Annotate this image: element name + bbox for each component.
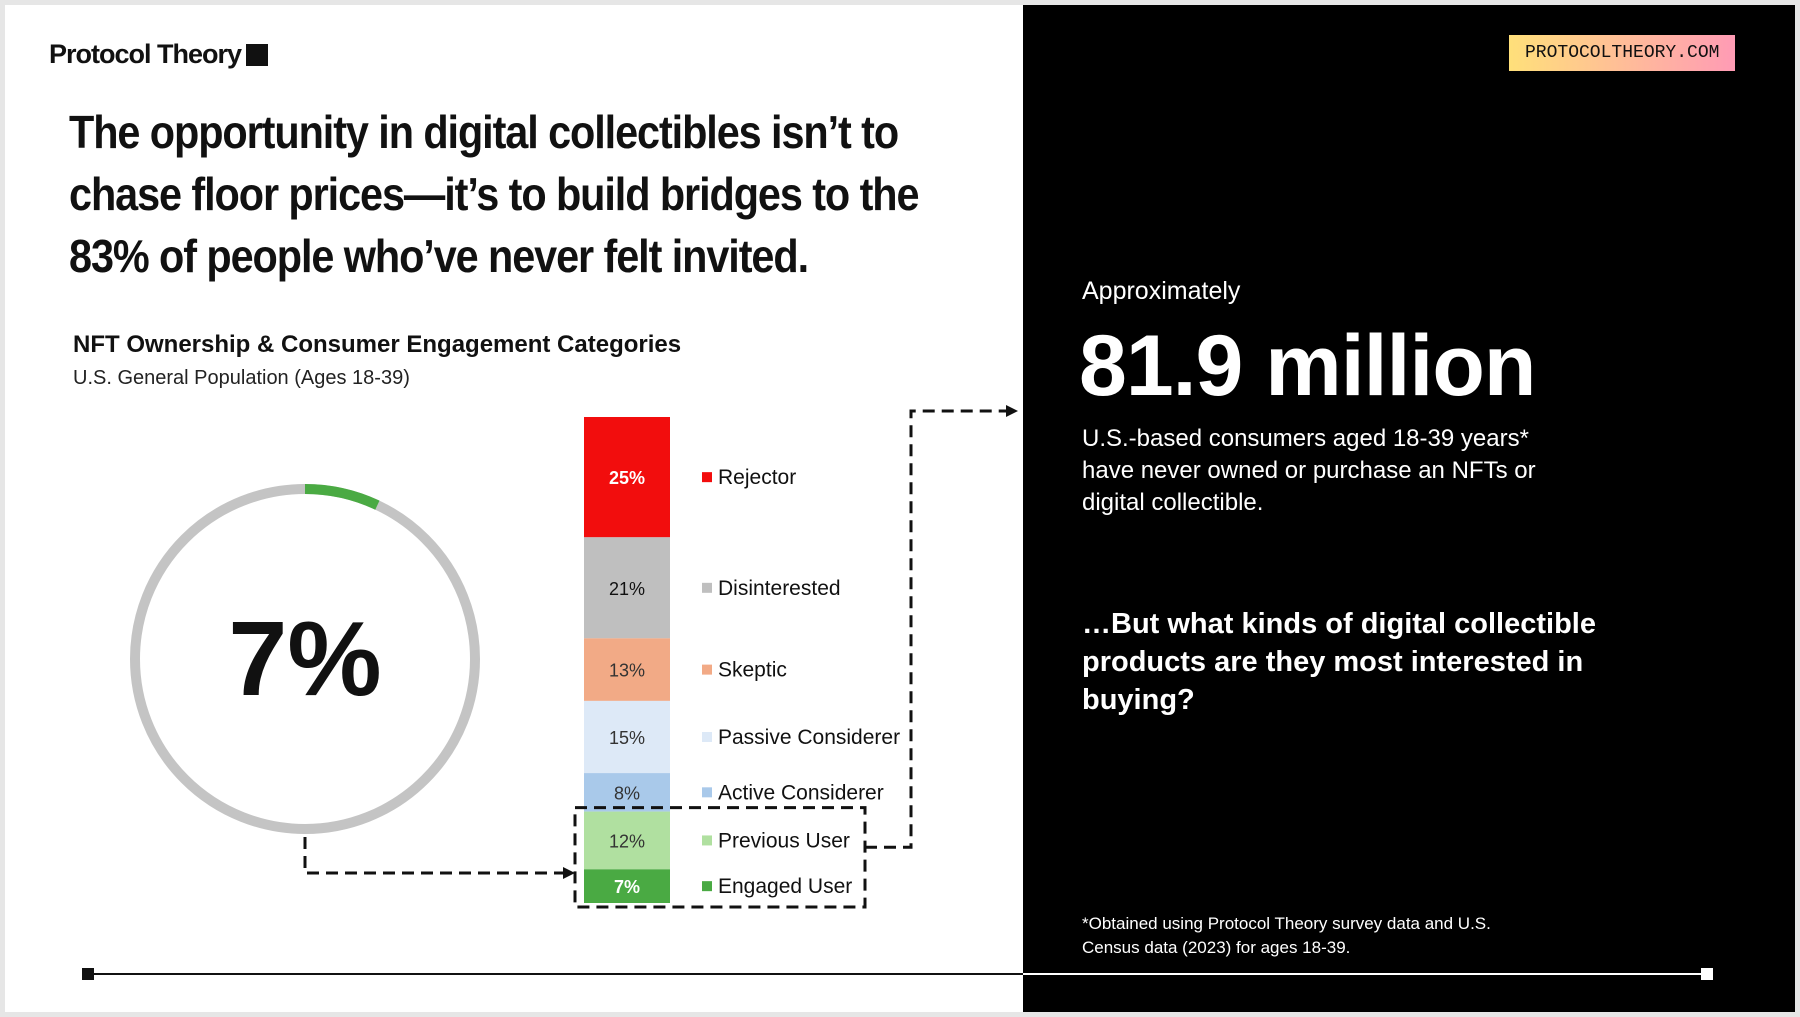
website-badge: PROTOCOLTHEORY.COM xyxy=(1509,35,1736,71)
donut-filled-arc xyxy=(130,484,480,834)
approx-label: Approximately xyxy=(1082,277,1241,305)
legend-swatch-rejector xyxy=(702,472,712,483)
logo-text: Protocol Theory xyxy=(49,39,242,69)
legend-swatch-skeptic xyxy=(702,664,712,675)
bottom-rule-start-marker xyxy=(82,968,94,980)
stat-connector-arrow xyxy=(1006,405,1018,417)
stat-connector-line xyxy=(865,409,1008,849)
donut-connector-arrow xyxy=(563,867,575,879)
donut-connector-line xyxy=(303,837,565,875)
bar-segment-disinterested xyxy=(584,537,670,639)
legend-label-disinterested: Disinterested xyxy=(718,577,841,600)
bar-segment-previous-user xyxy=(584,811,670,870)
bar-label-active-considerer: 8% xyxy=(614,783,640,803)
legend-swatch-disinterested xyxy=(702,582,712,593)
chart-canvas: 7% 25% 21% 13% 15% 8% 12% 7% Rejector Disinterest… xyxy=(82,405,1023,980)
legend-swatch-active-considerer xyxy=(702,787,712,798)
headline-line-2: chase floor prices—it’s to build bridges… xyxy=(69,168,920,220)
headline: The opportunity in digital collectibles … xyxy=(69,101,933,287)
bar-segment-active-considerer xyxy=(584,773,670,812)
legend-swatch-engaged-user xyxy=(702,881,712,892)
headline-line-3: 83% of people who’ve never felt invited. xyxy=(69,230,809,282)
bottom-rule-end-marker xyxy=(1701,968,1713,980)
legend-label-rejector: Rejector xyxy=(718,466,796,489)
logo-square-icon xyxy=(246,43,269,66)
bottom-rule-right xyxy=(1023,973,1707,975)
protocol-theory-logo: Protocol Theory xyxy=(49,39,269,70)
chart-title: NFT Ownership & Consumer Engagement Cate… xyxy=(73,331,682,358)
legend-swatch-previous-user xyxy=(702,835,712,846)
left-panel: Protocol Theory The opportunity in digit… xyxy=(5,5,1023,1012)
footnote: *Obtained using Protocol Theory survey d… xyxy=(1082,914,1491,957)
legend-label-previous-user: Previous User xyxy=(718,829,850,852)
big-number-stat: 81.9 million xyxy=(1079,318,1536,414)
legend-label-skeptic: Skeptic xyxy=(718,659,787,682)
slide: Protocol Theory The opportunity in digit… xyxy=(5,5,1795,1012)
highlight-dashed-box xyxy=(573,806,867,909)
bar-segment-engaged-user xyxy=(584,869,670,903)
bar-label-skeptic: 13% xyxy=(609,661,645,681)
bar-label-engaged-user: 7% xyxy=(614,877,640,897)
bar-label-passive-considerer: 15% xyxy=(609,728,645,748)
legend-label-engaged-user: Engaged User xyxy=(718,875,852,898)
bar-label-previous-user: 12% xyxy=(609,831,645,851)
chart-subtitle: U.S. General Population (Ages 18-39) xyxy=(73,367,410,389)
bar-label-rejector: 25% xyxy=(609,468,645,488)
legend-label-active-considerer: Active Considerer xyxy=(718,781,884,804)
question-text: …But what kinds of digital collectible p… xyxy=(1082,608,1596,716)
bar-segment-passive-considerer xyxy=(584,700,670,774)
donut-center-label: 7% xyxy=(228,600,381,718)
bar-segment-skeptic xyxy=(584,638,670,701)
headline-line-1: The opportunity in digital collectibles … xyxy=(69,106,899,158)
bar-label-disinterested: 21% xyxy=(609,579,645,599)
stat-description: U.S.-based consumers aged 18-39 years* h… xyxy=(1082,425,1536,516)
legend-label-passive-considerer: Passive Considerer xyxy=(718,726,900,749)
legend-swatch-passive-considerer xyxy=(702,731,712,742)
bar-segment-rejector xyxy=(584,417,670,538)
right-panel: PROTOCOLTHEORY.COM Approximately 81.9 mi… xyxy=(1023,5,1795,1012)
